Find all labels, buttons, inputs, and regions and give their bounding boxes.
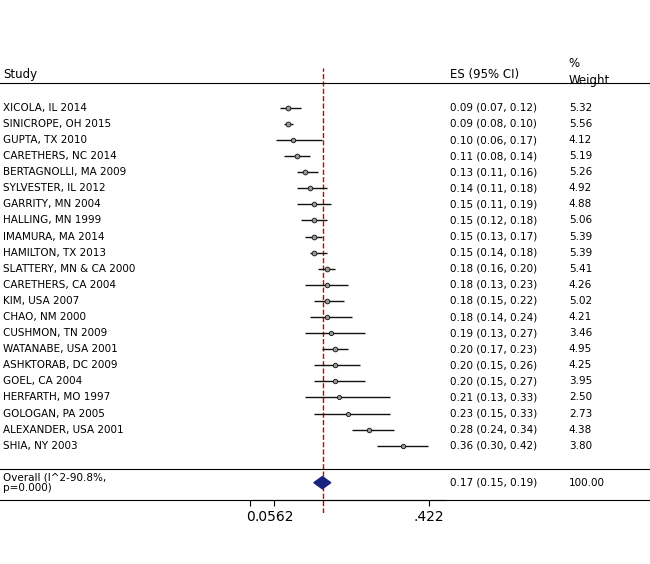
Text: 0.18 (0.15, 0.22): 0.18 (0.15, 0.22) [450, 296, 537, 306]
Text: SLATTERY, MN & CA 2000: SLATTERY, MN & CA 2000 [3, 264, 136, 274]
Text: CUSHMON, TN 2009: CUSHMON, TN 2009 [3, 328, 107, 338]
Text: 0.19 (0.13, 0.27): 0.19 (0.13, 0.27) [450, 328, 537, 338]
Text: 0.10 (0.06, 0.17): 0.10 (0.06, 0.17) [450, 135, 537, 145]
Text: 0.15 (0.12, 0.18): 0.15 (0.12, 0.18) [450, 215, 537, 226]
Text: 4.92: 4.92 [569, 183, 592, 193]
Text: HERFARTH, MO 1997: HERFARTH, MO 1997 [3, 393, 110, 403]
Polygon shape [314, 477, 331, 489]
Text: 4.38: 4.38 [569, 425, 592, 435]
Text: GARRITY, MN 2004: GARRITY, MN 2004 [3, 200, 101, 209]
Text: 0.18 (0.16, 0.20): 0.18 (0.16, 0.20) [450, 264, 537, 274]
Text: 5.06: 5.06 [569, 215, 592, 226]
Text: 0.36 (0.30, 0.42): 0.36 (0.30, 0.42) [450, 440, 537, 451]
Text: HAMILTON, TX 2013: HAMILTON, TX 2013 [3, 248, 106, 258]
Text: Overall (I^2-90.8%,: Overall (I^2-90.8%, [3, 472, 107, 482]
Text: CARETHERS, NC 2014: CARETHERS, NC 2014 [3, 151, 117, 161]
Text: 3.46: 3.46 [569, 328, 592, 338]
Text: 0.20 (0.15, 0.27): 0.20 (0.15, 0.27) [450, 376, 537, 386]
Text: GOLOGAN, PA 2005: GOLOGAN, PA 2005 [3, 408, 105, 418]
Text: 0.15 (0.13, 0.17): 0.15 (0.13, 0.17) [450, 232, 537, 241]
Text: 0.15 (0.11, 0.19): 0.15 (0.11, 0.19) [450, 200, 537, 209]
Text: KIM, USA 2007: KIM, USA 2007 [3, 296, 79, 306]
Text: IMAMURA, MA 2014: IMAMURA, MA 2014 [3, 232, 105, 241]
Text: 5.39: 5.39 [569, 248, 592, 258]
Text: 2.73: 2.73 [569, 408, 592, 418]
Text: 0.15 (0.14, 0.18): 0.15 (0.14, 0.18) [450, 248, 537, 258]
Text: 0.11 (0.08, 0.14): 0.11 (0.08, 0.14) [450, 151, 537, 161]
Text: 5.02: 5.02 [569, 296, 592, 306]
Text: BERTAGNOLLI, MA 2009: BERTAGNOLLI, MA 2009 [3, 168, 127, 177]
Text: 0.23 (0.15, 0.33): 0.23 (0.15, 0.33) [450, 408, 537, 418]
Text: SHIA, NY 2003: SHIA, NY 2003 [3, 440, 78, 451]
Text: 4.95: 4.95 [569, 344, 592, 354]
Text: ALEXANDER, USA 2001: ALEXANDER, USA 2001 [3, 425, 124, 435]
Text: p=0.000): p=0.000) [3, 483, 52, 494]
Text: 0.14 (0.11, 0.18): 0.14 (0.11, 0.18) [450, 183, 537, 193]
Text: 2.50: 2.50 [569, 393, 592, 403]
Text: 0.13 (0.11, 0.16): 0.13 (0.11, 0.16) [450, 168, 537, 177]
Text: CARETHERS, CA 2004: CARETHERS, CA 2004 [3, 280, 116, 290]
Text: 5.39: 5.39 [569, 232, 592, 241]
Text: 0.18 (0.14, 0.24): 0.18 (0.14, 0.24) [450, 312, 537, 322]
Text: XICOLA, IL 2014: XICOLA, IL 2014 [3, 103, 87, 113]
Text: Weight: Weight [569, 74, 610, 87]
Text: GOEL, CA 2004: GOEL, CA 2004 [3, 376, 83, 386]
Text: 4.25: 4.25 [569, 360, 592, 370]
Text: WATANABE, USA 2001: WATANABE, USA 2001 [3, 344, 118, 354]
Text: 5.56: 5.56 [569, 119, 592, 129]
Text: SYLVESTER, IL 2012: SYLVESTER, IL 2012 [3, 183, 106, 193]
Text: 5.41: 5.41 [569, 264, 592, 274]
Text: 4.88: 4.88 [569, 200, 592, 209]
Text: 4.21: 4.21 [569, 312, 592, 322]
Text: SINICROPE, OH 2015: SINICROPE, OH 2015 [3, 119, 111, 129]
Text: 100.00: 100.00 [569, 478, 604, 488]
Text: 0.09 (0.07, 0.12): 0.09 (0.07, 0.12) [450, 103, 537, 113]
Text: 5.19: 5.19 [569, 151, 592, 161]
Text: 0.17 (0.15, 0.19): 0.17 (0.15, 0.19) [450, 478, 537, 488]
Text: 5.26: 5.26 [569, 168, 592, 177]
Text: 0.21 (0.13, 0.33): 0.21 (0.13, 0.33) [450, 393, 537, 403]
Text: 3.80: 3.80 [569, 440, 592, 451]
Text: 4.12: 4.12 [569, 135, 592, 145]
Text: 0.20 (0.15, 0.26): 0.20 (0.15, 0.26) [450, 360, 537, 370]
Text: %: % [569, 58, 580, 70]
Text: ASHKTORAB, DC 2009: ASHKTORAB, DC 2009 [3, 360, 118, 370]
Text: 5.32: 5.32 [569, 103, 592, 113]
Text: HALLING, MN 1999: HALLING, MN 1999 [3, 215, 101, 226]
Text: 3.95: 3.95 [569, 376, 592, 386]
Text: Study: Study [3, 68, 38, 81]
Text: ES (95% CI): ES (95% CI) [450, 68, 519, 81]
Text: 0.28 (0.24, 0.34): 0.28 (0.24, 0.34) [450, 425, 537, 435]
Text: 0.18 (0.13, 0.23): 0.18 (0.13, 0.23) [450, 280, 537, 290]
Text: 4.26: 4.26 [569, 280, 592, 290]
Text: CHAO, NM 2000: CHAO, NM 2000 [3, 312, 86, 322]
Text: GUPTA, TX 2010: GUPTA, TX 2010 [3, 135, 87, 145]
Text: 0.20 (0.17, 0.23): 0.20 (0.17, 0.23) [450, 344, 537, 354]
Text: 0.09 (0.08, 0.10): 0.09 (0.08, 0.10) [450, 119, 537, 129]
